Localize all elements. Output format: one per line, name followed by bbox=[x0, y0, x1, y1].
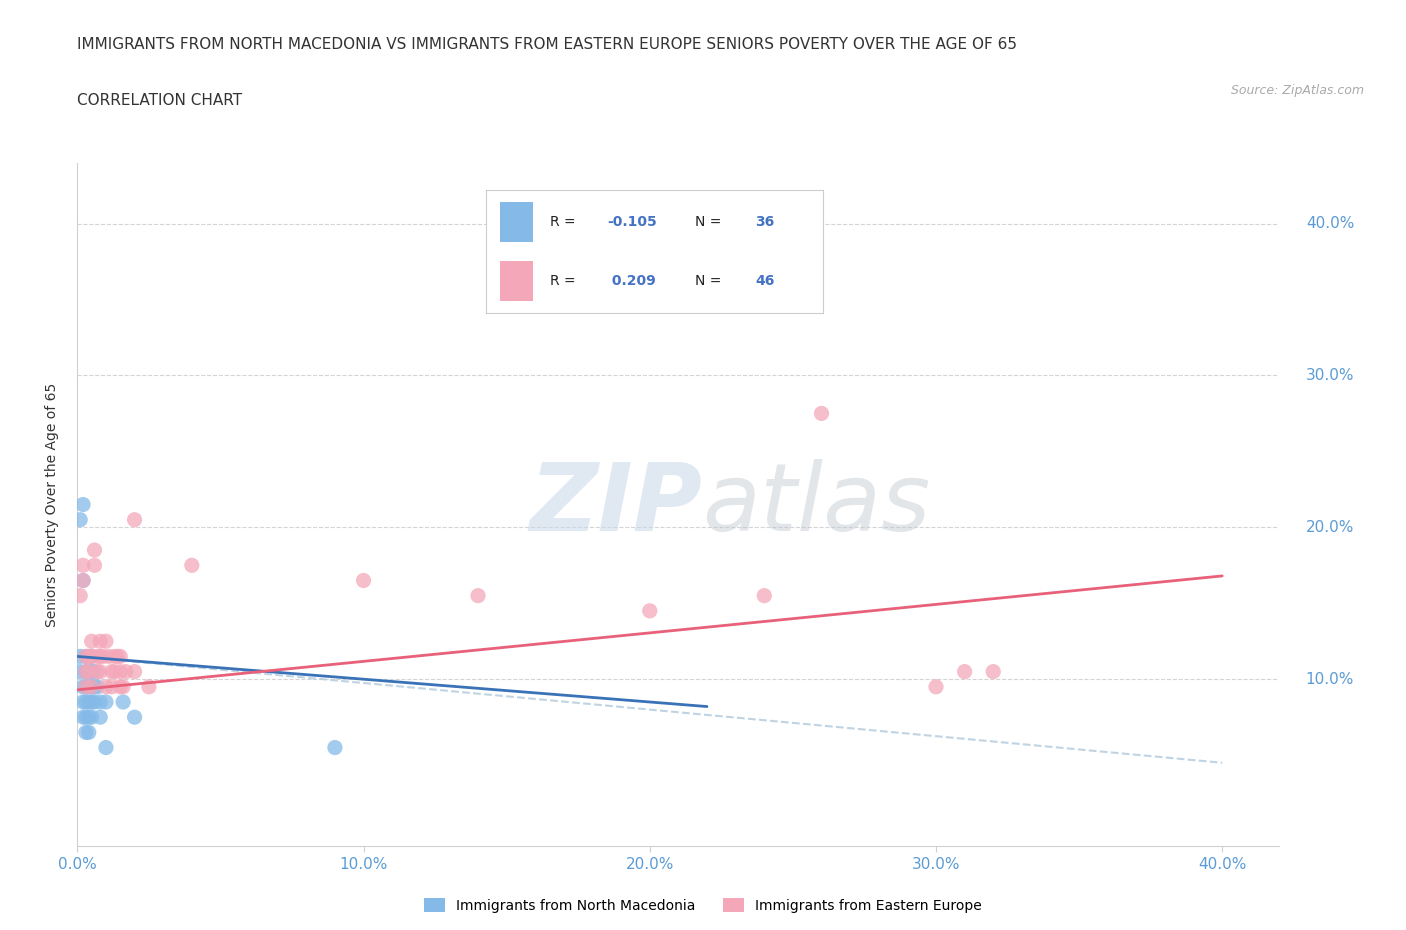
Point bbox=[77, 725, 100, 740]
Point bbox=[112, 679, 135, 694]
Point bbox=[69, 649, 91, 664]
Point bbox=[75, 710, 97, 724]
Point bbox=[100, 664, 122, 679]
Legend: Immigrants from North Macedonia, Immigrants from Eastern Europe: Immigrants from North Macedonia, Immigra… bbox=[419, 893, 987, 919]
Point bbox=[89, 664, 111, 679]
Point bbox=[94, 634, 117, 649]
Point bbox=[91, 649, 114, 664]
Text: atlas: atlas bbox=[703, 459, 931, 550]
Point bbox=[69, 512, 91, 527]
Point bbox=[124, 512, 146, 527]
Point bbox=[110, 664, 132, 679]
Point bbox=[77, 710, 100, 724]
Point bbox=[72, 498, 94, 512]
Point bbox=[77, 679, 100, 694]
Point bbox=[110, 679, 132, 694]
Text: Source: ZipAtlas.com: Source: ZipAtlas.com bbox=[1230, 84, 1364, 97]
Point bbox=[86, 649, 108, 664]
Point bbox=[83, 558, 105, 573]
Point bbox=[72, 710, 94, 724]
Point bbox=[75, 679, 97, 694]
Point bbox=[80, 634, 103, 649]
Point bbox=[107, 649, 129, 664]
Text: 10.0%: 10.0% bbox=[1306, 671, 1354, 686]
Point bbox=[72, 558, 94, 573]
Point bbox=[69, 589, 91, 604]
Point bbox=[86, 664, 108, 679]
Point bbox=[72, 679, 94, 694]
Point bbox=[89, 710, 111, 724]
Point bbox=[80, 649, 103, 664]
Point bbox=[80, 679, 103, 694]
Point bbox=[112, 695, 135, 710]
Point bbox=[77, 649, 100, 664]
Y-axis label: Seniors Poverty Over the Age of 65: Seniors Poverty Over the Age of 65 bbox=[45, 382, 59, 627]
Point bbox=[100, 679, 122, 694]
Point bbox=[77, 664, 100, 679]
Point bbox=[75, 664, 97, 679]
Text: ZIP: ZIP bbox=[530, 458, 703, 551]
Point bbox=[754, 589, 776, 604]
Point bbox=[94, 695, 117, 710]
Point bbox=[69, 664, 91, 679]
Point bbox=[467, 589, 489, 604]
Point bbox=[89, 695, 111, 710]
Point bbox=[981, 664, 1004, 679]
Point bbox=[89, 649, 111, 664]
Point bbox=[80, 695, 103, 710]
Point bbox=[925, 679, 948, 694]
Point bbox=[75, 649, 97, 664]
Point bbox=[83, 679, 105, 694]
Point bbox=[94, 679, 117, 694]
Text: 30.0%: 30.0% bbox=[1306, 368, 1354, 383]
Point bbox=[86, 679, 108, 694]
Point bbox=[83, 695, 105, 710]
Point bbox=[124, 710, 146, 724]
Point bbox=[75, 695, 97, 710]
Point bbox=[138, 679, 160, 694]
Point bbox=[610, 285, 633, 299]
Point bbox=[94, 740, 117, 755]
Point bbox=[810, 406, 832, 421]
Point bbox=[77, 695, 100, 710]
Point bbox=[75, 679, 97, 694]
Text: 20.0%: 20.0% bbox=[1306, 520, 1354, 535]
Point bbox=[89, 634, 111, 649]
Point bbox=[180, 558, 202, 573]
Point bbox=[75, 664, 97, 679]
Point bbox=[103, 649, 125, 664]
Point bbox=[638, 604, 661, 618]
Point bbox=[353, 573, 375, 588]
Point bbox=[80, 710, 103, 724]
Point bbox=[80, 679, 103, 694]
Point bbox=[110, 649, 132, 664]
Point bbox=[124, 664, 146, 679]
Point bbox=[72, 695, 94, 710]
Point bbox=[72, 573, 94, 588]
Text: IMMIGRANTS FROM NORTH MACEDONIA VS IMMIGRANTS FROM EASTERN EUROPE SENIORS POVERT: IMMIGRANTS FROM NORTH MACEDONIA VS IMMIG… bbox=[77, 37, 1018, 52]
Point bbox=[103, 664, 125, 679]
Point bbox=[323, 740, 346, 755]
Point bbox=[75, 649, 97, 664]
Point bbox=[115, 664, 138, 679]
Text: CORRELATION CHART: CORRELATION CHART bbox=[77, 93, 242, 108]
Point bbox=[80, 649, 103, 664]
Point bbox=[83, 543, 105, 558]
Point bbox=[77, 664, 100, 679]
Point bbox=[77, 649, 100, 664]
Point bbox=[80, 664, 103, 679]
Point bbox=[75, 725, 97, 740]
Point bbox=[72, 573, 94, 588]
Point bbox=[953, 664, 976, 679]
Point bbox=[83, 664, 105, 679]
Point bbox=[97, 649, 120, 664]
Text: 40.0%: 40.0% bbox=[1306, 216, 1354, 231]
